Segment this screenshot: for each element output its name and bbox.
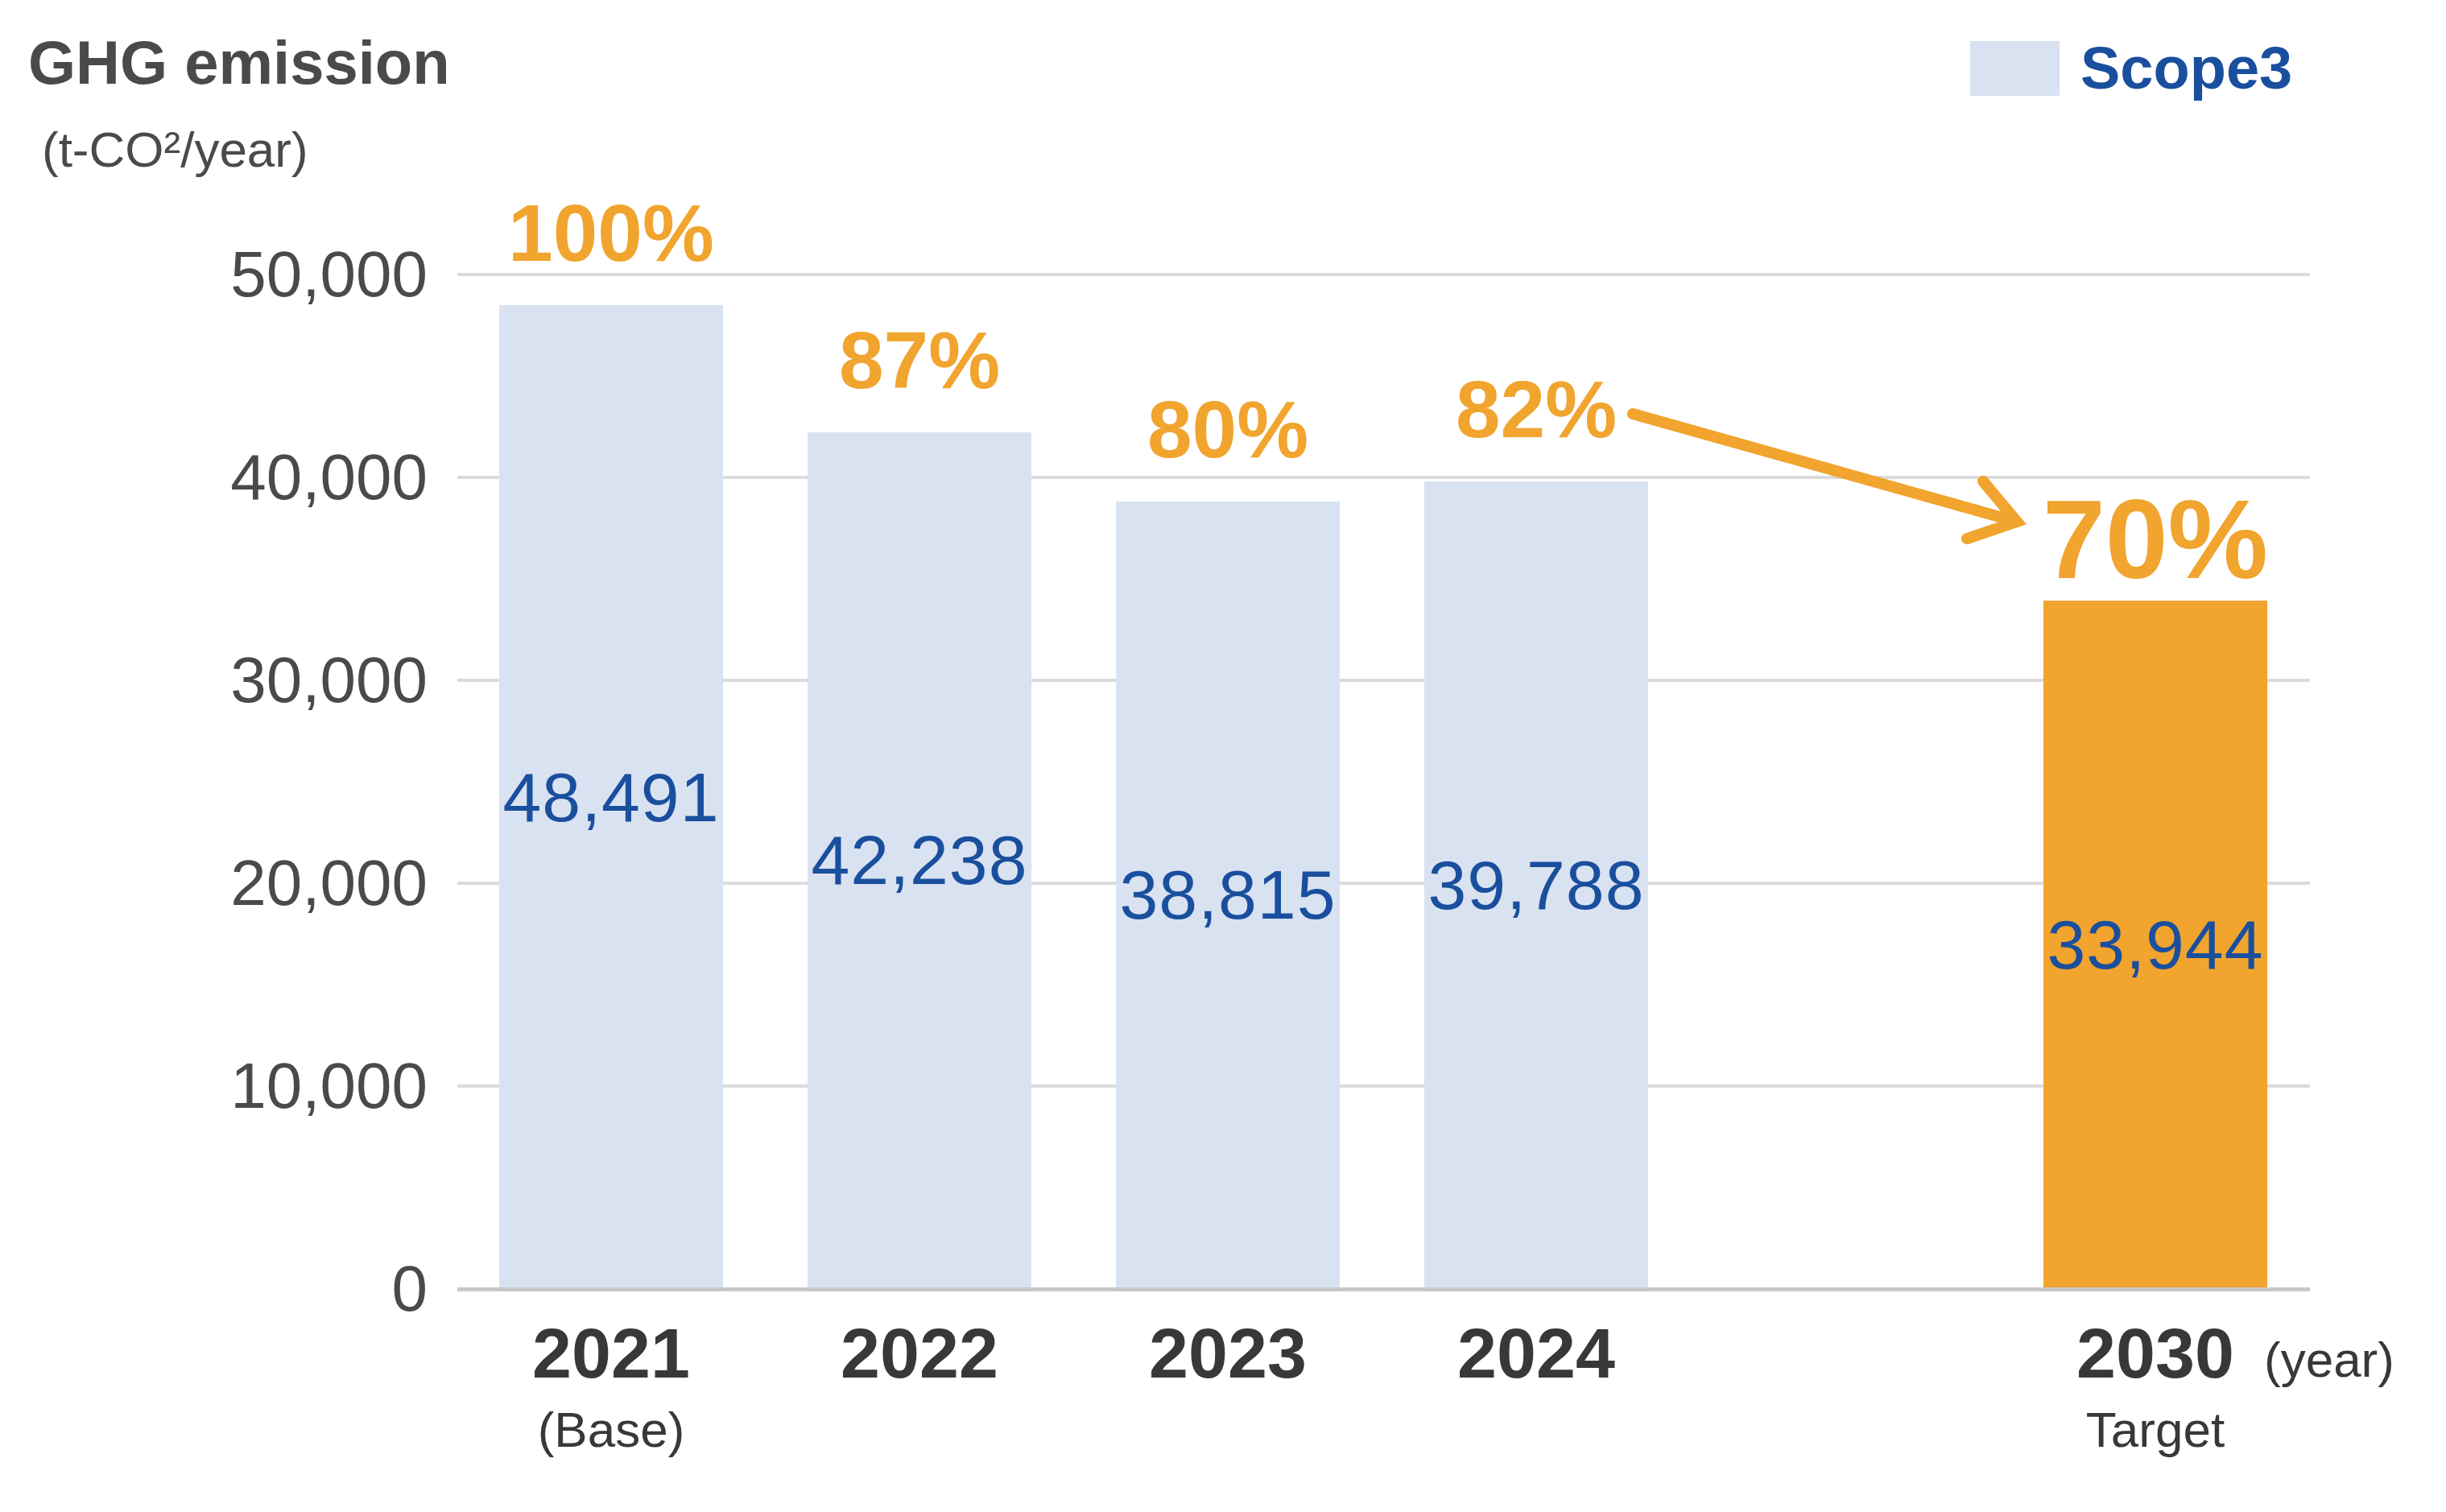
bar-2021: 48,491 (499, 305, 723, 1289)
ghg-emission-chart: GHG emission (t-CO²/year) Scope3 010,000… (0, 0, 2446, 1512)
bar-2030: 33,944 (2043, 601, 2267, 1289)
percent-label-2022: 87% (839, 320, 1000, 400)
x-tick-label-2023: 2023 (1149, 1318, 1307, 1389)
y-tick-label-0: 0 (105, 1254, 428, 1324)
y-tick-label-10000: 10,000 (105, 1051, 428, 1122)
y-tick-label-40000: 40,000 (105, 442, 428, 513)
percent-label-2030: 70% (2043, 483, 2268, 596)
gridline-30000 (457, 679, 2310, 682)
bar-value-label-2024: 39,788 (1428, 845, 1644, 925)
plot-area: 0 10,000 20,000 30,000 40,000 50,000 48,491 100… (0, 0, 2446, 1512)
bar-value-label-2030: 33,944 (2047, 905, 2263, 985)
gridline-10000 (457, 1084, 2310, 1088)
percent-label-2024: 82% (1456, 369, 1617, 449)
bar-2022: 42,238 (808, 432, 1031, 1289)
x-tick-sublabel-2021: (Base) (538, 1405, 685, 1455)
x-tick-label-2021: 2021 (532, 1318, 690, 1389)
percent-label-2023: 80% (1147, 389, 1308, 469)
x-tick-label-2030: 2030 (2076, 1318, 2234, 1389)
y-tick-label-20000: 20,000 (105, 848, 428, 919)
bar-2024: 39,788 (1424, 481, 1648, 1289)
x-tick-sublabel-2030: Target (2086, 1405, 2225, 1455)
bar-value-label-2023: 38,815 (1119, 855, 1336, 935)
y-tick-label-50000: 50,000 (105, 239, 428, 310)
y-tick-label-30000: 30,000 (105, 645, 428, 716)
bar-value-label-2021: 48,491 (502, 758, 719, 837)
gridline-50000 (457, 273, 2310, 276)
bar-2023: 38,815 (1116, 502, 1340, 1289)
x-tick-label-2024: 2024 (1457, 1318, 1615, 1389)
percent-label-2021: 100% (508, 192, 714, 273)
x-tick-label-2022: 2022 (841, 1318, 998, 1389)
bar-value-label-2022: 42,238 (811, 820, 1027, 900)
x-axis-baseline (457, 1287, 2310, 1291)
gridline-20000 (457, 882, 2310, 885)
x-axis-unit-label: (year) (2264, 1335, 2394, 1385)
gridline-40000 (457, 476, 2310, 479)
